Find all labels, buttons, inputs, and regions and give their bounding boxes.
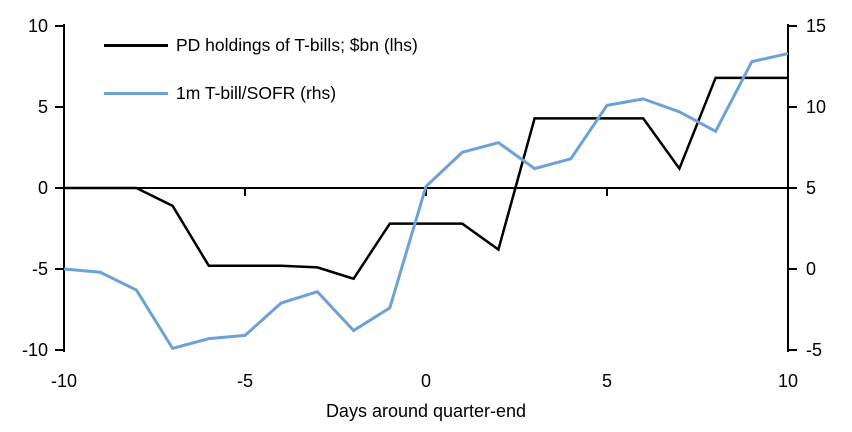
legend-line-sample-black bbox=[104, 44, 168, 47]
left-axis-tick-label: 10 bbox=[28, 16, 48, 36]
legend-line-sample-blue bbox=[104, 92, 168, 95]
left-axis-tick-label: 5 bbox=[38, 97, 48, 117]
x-axis-tick-label: -5 bbox=[237, 371, 253, 391]
left-axis-tick-label: -10 bbox=[22, 340, 48, 360]
x-axis-title: Days around quarter-end bbox=[325, 401, 527, 421]
legend-label-pd-holdings: PD holdings of T-bills; $bn (lhs) bbox=[176, 35, 418, 55]
legend-item-sofr: 1m T-bill/SOFR (rhs) bbox=[104, 83, 418, 104]
right-axis-tick-label: -5 bbox=[806, 340, 822, 360]
x-axis-tick-label: -10 bbox=[51, 371, 77, 391]
x-axis-tick-label: 10 bbox=[778, 371, 798, 391]
left-axis-tick-label: -5 bbox=[32, 259, 48, 279]
legend-item-pd-holdings: PD holdings of T-bills; $bn (lhs) bbox=[104, 35, 418, 56]
x-axis-tick-label: 0 bbox=[421, 371, 431, 391]
right-axis-tick-label: 5 bbox=[806, 178, 816, 198]
series-line-tbill-sofr bbox=[63, 52, 789, 351]
legend-label-sofr: 1m T-bill/SOFR (rhs) bbox=[176, 83, 337, 103]
series-line-pd-holdings bbox=[64, 76, 788, 281]
right-axis-tick-label: 10 bbox=[806, 97, 826, 117]
legend: PD holdings of T-bills; $bn (lhs) 1m T-b… bbox=[104, 35, 418, 104]
x-axis-tick-label: 5 bbox=[602, 371, 612, 391]
left-axis-tick-label: 0 bbox=[38, 178, 48, 198]
right-axis-tick-label: 15 bbox=[806, 16, 826, 36]
right-axis-tick-label: 0 bbox=[806, 259, 816, 279]
